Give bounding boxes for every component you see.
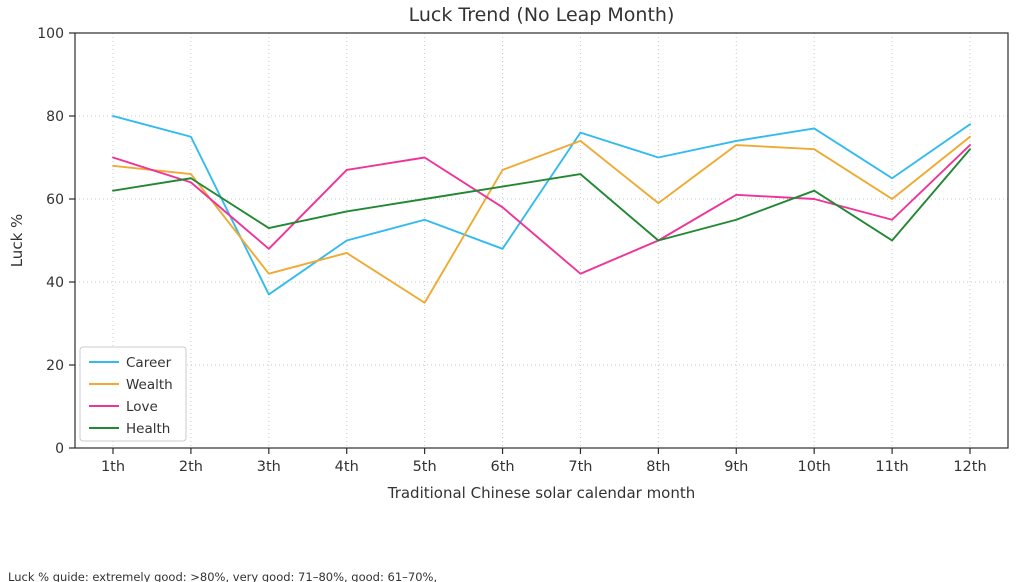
- x-tick-label: 10th: [798, 459, 831, 475]
- x-tick-label: 7th: [568, 459, 592, 475]
- x-tick-label: 8th: [646, 459, 670, 475]
- x-tick-label: 9th: [724, 459, 748, 475]
- legend-box: [79, 346, 187, 442]
- luck-guide-footnote: Luck % guide: extremely good: >80%, very…: [8, 540, 437, 582]
- y-tick-label: 40: [46, 275, 64, 291]
- x-tick-label: 4th: [335, 459, 359, 475]
- x-tick-label: 2th: [179, 459, 203, 475]
- chart-title: Luck Trend (No Leap Month): [409, 4, 675, 26]
- x-tick-label: 3th: [257, 459, 281, 475]
- x-tick-label: 6th: [490, 459, 514, 475]
- y-tick-label: 20: [46, 358, 64, 374]
- footnote-line-1: Luck % guide: extremely good: >80%, very…: [8, 569, 438, 582]
- x-tick-label: 5th: [413, 459, 437, 475]
- wealth-line: [112, 135, 971, 304]
- plot-frame: [74, 32, 1009, 449]
- y-tick-label: 100: [37, 26, 64, 42]
- y-axis-label: Luck %: [8, 214, 26, 268]
- legend-label-health: Health: [126, 421, 170, 437]
- luck-trend-line-chart: 0 20 40 60 80 100 1th 2th 3th 4th 5th 6th 7th 8th 9th 1…: [8, 4, 1009, 502]
- y-tick-label: 60: [46, 192, 64, 208]
- y-tick-label: 80: [46, 109, 64, 125]
- legend-label-career: Career: [126, 355, 172, 371]
- x-axis-label: Traditional Chinese solar calendar month: [387, 484, 696, 502]
- career-line: [112, 115, 971, 296]
- x-tick-label: 12th: [953, 459, 986, 475]
- x-tick-label: 1th: [101, 459, 125, 475]
- health-line: [112, 148, 971, 242]
- legend-label-wealth: Wealth: [126, 377, 173, 393]
- y-tick-label: 0: [55, 441, 64, 457]
- love-line: [112, 144, 971, 275]
- x-tick-label: 11th: [875, 459, 908, 475]
- legend-label-love: Love: [126, 399, 158, 415]
